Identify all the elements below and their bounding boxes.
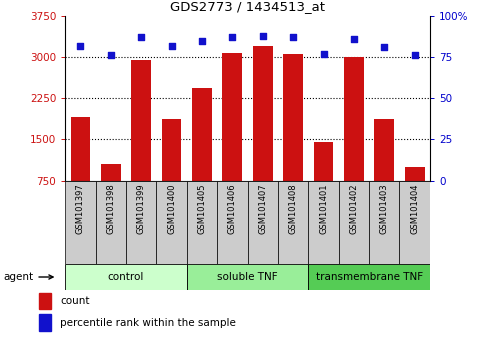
Bar — [71, 118, 90, 181]
Bar — [96, 181, 126, 264]
Bar — [253, 46, 272, 181]
Point — [289, 34, 297, 40]
Bar — [162, 119, 182, 181]
Bar — [283, 54, 303, 181]
Bar — [187, 264, 308, 290]
Bar — [101, 164, 121, 181]
Text: GSM101404: GSM101404 — [410, 183, 419, 234]
Bar — [39, 314, 51, 331]
Bar — [39, 293, 51, 309]
Bar — [65, 264, 187, 290]
Text: GSM101402: GSM101402 — [349, 183, 358, 234]
Point — [259, 33, 267, 39]
Text: GSM101401: GSM101401 — [319, 183, 328, 234]
Bar — [369, 181, 399, 264]
Text: percentile rank within the sample: percentile rank within the sample — [60, 318, 236, 327]
Bar — [187, 181, 217, 264]
Text: agent: agent — [3, 272, 53, 282]
Point — [350, 36, 358, 42]
Point — [76, 43, 84, 48]
Text: GSM101398: GSM101398 — [106, 183, 115, 234]
Bar — [156, 181, 187, 264]
Bar — [131, 60, 151, 181]
Bar — [65, 181, 96, 264]
Text: GSM101400: GSM101400 — [167, 183, 176, 234]
Bar — [308, 264, 430, 290]
Point — [411, 53, 419, 58]
Bar — [217, 181, 248, 264]
Point — [107, 53, 114, 58]
Point — [320, 51, 327, 57]
Bar — [399, 181, 430, 264]
Point — [228, 34, 236, 40]
Point — [381, 44, 388, 50]
Text: count: count — [60, 296, 90, 306]
Text: GSM101406: GSM101406 — [228, 183, 237, 234]
Bar — [374, 119, 394, 181]
Bar — [344, 57, 364, 181]
Bar — [192, 88, 212, 181]
Bar — [308, 181, 339, 264]
Text: GSM101403: GSM101403 — [380, 183, 389, 234]
Text: GSM101399: GSM101399 — [137, 183, 146, 234]
Point — [137, 34, 145, 40]
Bar — [126, 181, 156, 264]
Text: transmembrane TNF: transmembrane TNF — [315, 272, 423, 282]
Bar — [248, 181, 278, 264]
Bar — [223, 53, 242, 181]
Text: GSM101407: GSM101407 — [258, 183, 267, 234]
Point — [168, 43, 175, 48]
Text: GSM101405: GSM101405 — [198, 183, 206, 234]
Text: control: control — [108, 272, 144, 282]
Title: GDS2773 / 1434513_at: GDS2773 / 1434513_at — [170, 0, 325, 13]
Bar — [339, 181, 369, 264]
Text: GSM101408: GSM101408 — [289, 183, 298, 234]
Bar — [405, 167, 425, 181]
Text: soluble TNF: soluble TNF — [217, 272, 278, 282]
Text: GSM101397: GSM101397 — [76, 183, 85, 234]
Bar — [278, 181, 308, 264]
Bar — [313, 142, 333, 181]
Point — [198, 38, 206, 44]
